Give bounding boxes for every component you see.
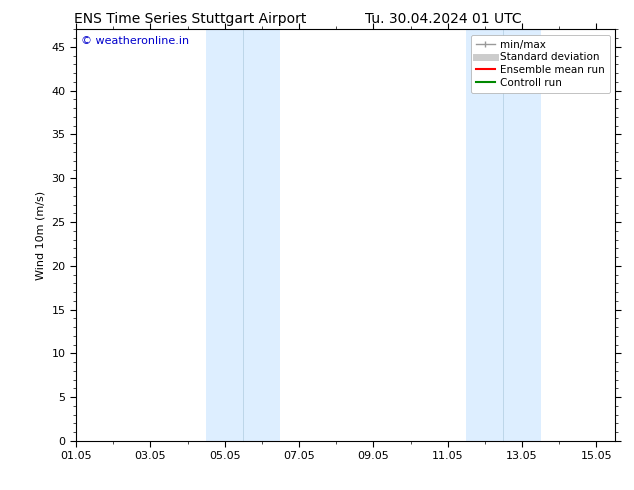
- Text: Tu. 30.04.2024 01 UTC: Tu. 30.04.2024 01 UTC: [365, 12, 522, 26]
- Bar: [467, 29, 503, 441]
- Bar: [503, 29, 541, 441]
- Bar: [206, 29, 243, 441]
- Bar: [243, 29, 280, 441]
- Text: © weatheronline.in: © weatheronline.in: [81, 36, 190, 46]
- Text: ENS Time Series Stuttgart Airport: ENS Time Series Stuttgart Airport: [74, 12, 306, 26]
- Legend: min/max, Standard deviation, Ensemble mean run, Controll run: min/max, Standard deviation, Ensemble me…: [470, 35, 610, 93]
- Y-axis label: Wind 10m (m/s): Wind 10m (m/s): [36, 191, 46, 280]
